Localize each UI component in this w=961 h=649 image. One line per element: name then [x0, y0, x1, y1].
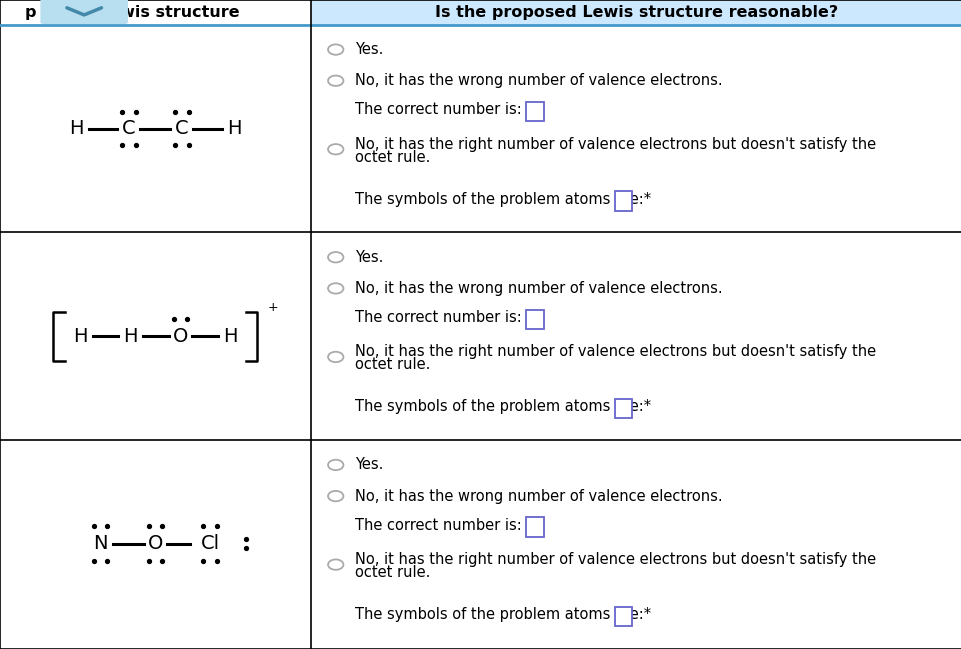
- FancyBboxPatch shape: [614, 191, 631, 211]
- Text: octet rule.: octet rule.: [355, 357, 430, 373]
- Text: H: H: [227, 119, 242, 138]
- FancyBboxPatch shape: [40, 0, 128, 24]
- Text: O: O: [148, 534, 162, 554]
- Text: octet rule.: octet rule.: [355, 565, 430, 580]
- Text: Yes.: Yes.: [355, 42, 382, 57]
- Text: Yes.: Yes.: [355, 458, 382, 472]
- Text: Yes.: Yes.: [355, 250, 382, 265]
- FancyBboxPatch shape: [526, 310, 543, 329]
- Text: H: H: [123, 326, 137, 346]
- Text: ed Lewis structure: ed Lewis structure: [71, 5, 239, 20]
- FancyBboxPatch shape: [0, 0, 310, 25]
- Text: octet rule.: octet rule.: [355, 149, 430, 165]
- Text: No, it has the right number of valence electrons but doesn't satisfy the: No, it has the right number of valence e…: [355, 136, 875, 152]
- Text: The correct number is:: The correct number is:: [355, 518, 521, 533]
- Text: C: C: [175, 119, 188, 138]
- Text: H: H: [223, 326, 237, 346]
- Text: H: H: [73, 326, 87, 346]
- Text: The correct number is:: The correct number is:: [355, 103, 521, 117]
- Text: N: N: [93, 534, 108, 554]
- FancyBboxPatch shape: [526, 517, 543, 537]
- Text: No, it has the wrong number of valence electrons.: No, it has the wrong number of valence e…: [355, 489, 722, 504]
- Text: The correct number is:: The correct number is:: [355, 310, 521, 325]
- Text: No, it has the right number of valence electrons but doesn't satisfy the: No, it has the right number of valence e…: [355, 552, 875, 567]
- FancyBboxPatch shape: [614, 399, 631, 419]
- Text: C: C: [122, 119, 136, 138]
- Text: O: O: [173, 326, 187, 346]
- Text: The symbols of the problem atoms are:*: The symbols of the problem atoms are:*: [355, 607, 651, 622]
- Text: No, it has the wrong number of valence electrons.: No, it has the wrong number of valence e…: [355, 281, 722, 296]
- Text: Is the proposed Lewis structure reasonable?: Is the proposed Lewis structure reasonab…: [434, 5, 837, 20]
- Text: The symbols of the problem atoms are:*: The symbols of the problem atoms are:*: [355, 399, 651, 414]
- FancyBboxPatch shape: [310, 0, 961, 25]
- FancyBboxPatch shape: [614, 607, 631, 626]
- Text: H: H: [68, 119, 84, 138]
- Text: p: p: [25, 5, 37, 20]
- Text: Cl: Cl: [201, 534, 219, 554]
- Text: +: +: [267, 301, 278, 314]
- Text: No, it has the wrong number of valence electrons.: No, it has the wrong number of valence e…: [355, 73, 722, 88]
- Text: No, it has the right number of valence electrons but doesn't satisfy the: No, it has the right number of valence e…: [355, 344, 875, 360]
- FancyBboxPatch shape: [526, 102, 543, 121]
- Text: The symbols of the problem atoms are:*: The symbols of the problem atoms are:*: [355, 191, 651, 206]
